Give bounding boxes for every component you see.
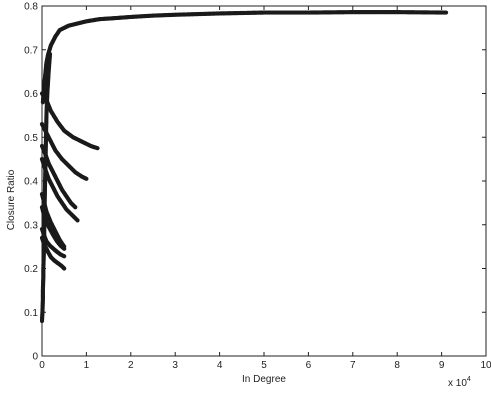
- plot-frame: [41, 5, 487, 357]
- x-multiplier-base: x 10: [448, 378, 467, 389]
- series-3: [39, 122, 89, 181]
- y-axis-label: Closure Ratio: [6, 169, 17, 230]
- x-tick-label: 7: [350, 360, 356, 371]
- data-point: [47, 52, 53, 57]
- y-tick-label: 0.7: [24, 45, 38, 56]
- data-point: [75, 218, 80, 223]
- x-tick-label: 5: [261, 360, 267, 371]
- x-tick-label: 3: [172, 360, 178, 371]
- y-tick-label: 0.5: [24, 133, 38, 144]
- x-axis-label: In Degree: [242, 374, 286, 385]
- x-tick-label: 4: [217, 360, 223, 371]
- series-1: [40, 10, 449, 105]
- y-tick-label: 0.8: [24, 2, 38, 13]
- x-tick-label: 2: [128, 360, 134, 371]
- data-point: [62, 246, 67, 251]
- series-2: [39, 91, 100, 151]
- series-10: [39, 52, 53, 324]
- data-point: [443, 10, 449, 15]
- x-tick-label: 0: [39, 360, 45, 371]
- x-tick-label: 8: [394, 360, 400, 371]
- data-point: [95, 146, 100, 151]
- x-multiplier-exponent: 4: [467, 376, 471, 383]
- y-tick-label: 0.6: [24, 89, 38, 100]
- x-tick-label: 1: [84, 360, 90, 371]
- data-point: [84, 176, 89, 181]
- x-tick-label: 10: [480, 360, 491, 371]
- y-tick-label: 0.3: [24, 220, 38, 231]
- y-tick-label: 0.4: [24, 177, 38, 188]
- ticks: 0 1 2 3 4 5 6 7 8 9 10 0 0.1 0.2 0.3 0.4 0.5 0.6 0.7 0.8: [24, 2, 491, 372]
- axes: [41, 5, 487, 357]
- series-8: [39, 227, 67, 259]
- data-points: [39, 10, 449, 324]
- x-tick-label: 6: [306, 360, 312, 371]
- x-multiplier-label: x 104: [448, 376, 471, 389]
- data-point: [73, 205, 78, 210]
- y-tick-label: 0.1: [24, 308, 38, 319]
- data-point: [62, 266, 67, 271]
- x-tick-label: 9: [439, 360, 445, 371]
- y-tick-label: 0: [32, 352, 38, 363]
- y-tick-label: 0.2: [24, 264, 38, 275]
- data-point: [62, 254, 67, 259]
